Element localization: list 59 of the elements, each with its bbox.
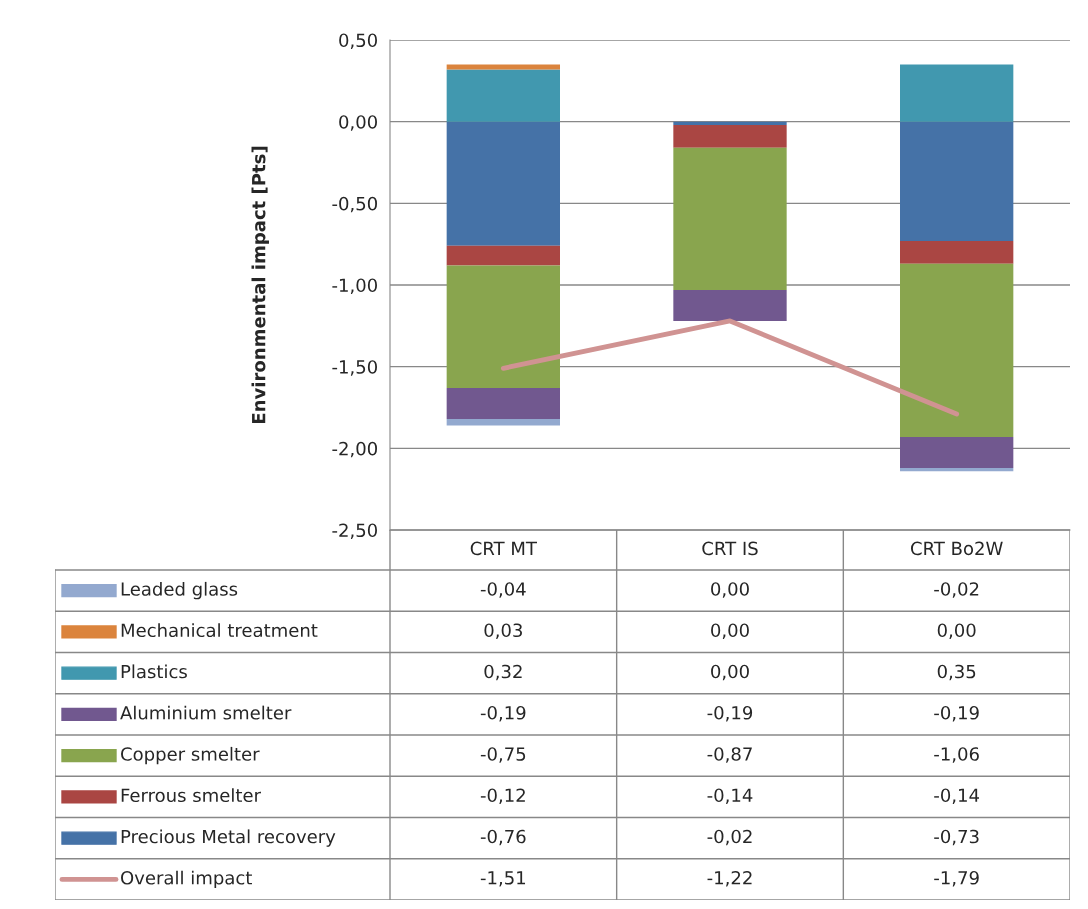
- y-tick-label: -1,50: [332, 360, 377, 376]
- data-label: -0,12: [480, 788, 525, 804]
- legend-label: Mechanical treatment: [121, 623, 318, 638]
- bar: [900, 436, 1014, 468]
- bar: [900, 64, 1014, 122]
- data-label: -0,19: [934, 705, 979, 722]
- data-label: -0,02: [934, 582, 979, 598]
- bar: [673, 124, 787, 148]
- data-label: 0,00: [711, 623, 749, 639]
- bar: [673, 147, 787, 290]
- data-label: 0,00: [937, 623, 976, 639]
- legend-label: Leaded glass: [121, 581, 238, 600]
- x-tick-label: CRT MT: [470, 541, 537, 556]
- legend-label: Overall impact: [121, 870, 252, 889]
- data-label: 0,00: [711, 582, 749, 598]
- data-label: -0,14: [934, 788, 980, 804]
- data-label: -0,02: [707, 829, 752, 846]
- data-label: -0,87: [707, 747, 752, 763]
- legend-label: Plastics: [121, 664, 187, 679]
- data-label: -0,19: [707, 705, 753, 722]
- data-label: -1,06: [934, 747, 979, 763]
- data-label: 0,03: [484, 623, 522, 639]
- data-label: -0,75: [480, 747, 526, 763]
- bar: [900, 121, 1014, 241]
- data-label: 0,00: [711, 664, 749, 681]
- data-label: -1,79: [934, 870, 979, 887]
- data-label: -0,14: [707, 788, 753, 804]
- y-tick-label: -2,00: [332, 441, 377, 458]
- data-label: 0,32: [484, 664, 522, 681]
- legend-label: Copper smelter: [121, 746, 260, 765]
- y-tick-label: -0,50: [332, 196, 377, 213]
- legend-label: Precious Metal recovery: [121, 829, 336, 847]
- y-tick-label: -2,50: [332, 523, 377, 539]
- data-label: -1,22: [707, 870, 752, 887]
- data-label: -0,73: [934, 829, 979, 846]
- bar: [446, 418, 560, 426]
- bar: [446, 245, 560, 266]
- x-tick-label: CRT IS: [702, 541, 758, 556]
- data-label: -0,19: [480, 705, 526, 722]
- bar: [446, 265, 560, 388]
- data-label: -0,76: [480, 829, 526, 846]
- bar: [446, 121, 560, 246]
- bar: [673, 121, 787, 125]
- y-axis-title: Environmental impact [Pts]: [251, 146, 269, 424]
- data-label: 0,35: [937, 664, 976, 681]
- legend-label: Aluminium smelter: [120, 705, 292, 720]
- bar: [446, 69, 560, 122]
- y-tick-label: -1,00: [332, 278, 377, 294]
- data-label: -0,04: [480, 582, 526, 598]
- bar: [900, 467, 1014, 472]
- x-tick-label: CRT Bo2W: [910, 541, 1003, 556]
- y-tick-label: 0,00: [339, 115, 377, 131]
- data-label: -1,51: [480, 871, 526, 887]
- bar: [446, 387, 560, 419]
- bar: [900, 240, 1014, 264]
- bar: [900, 263, 1014, 437]
- bar: [673, 289, 787, 321]
- y-tick-label: 0,50: [339, 33, 377, 49]
- legend-label: Ferrous smelter: [121, 788, 261, 803]
